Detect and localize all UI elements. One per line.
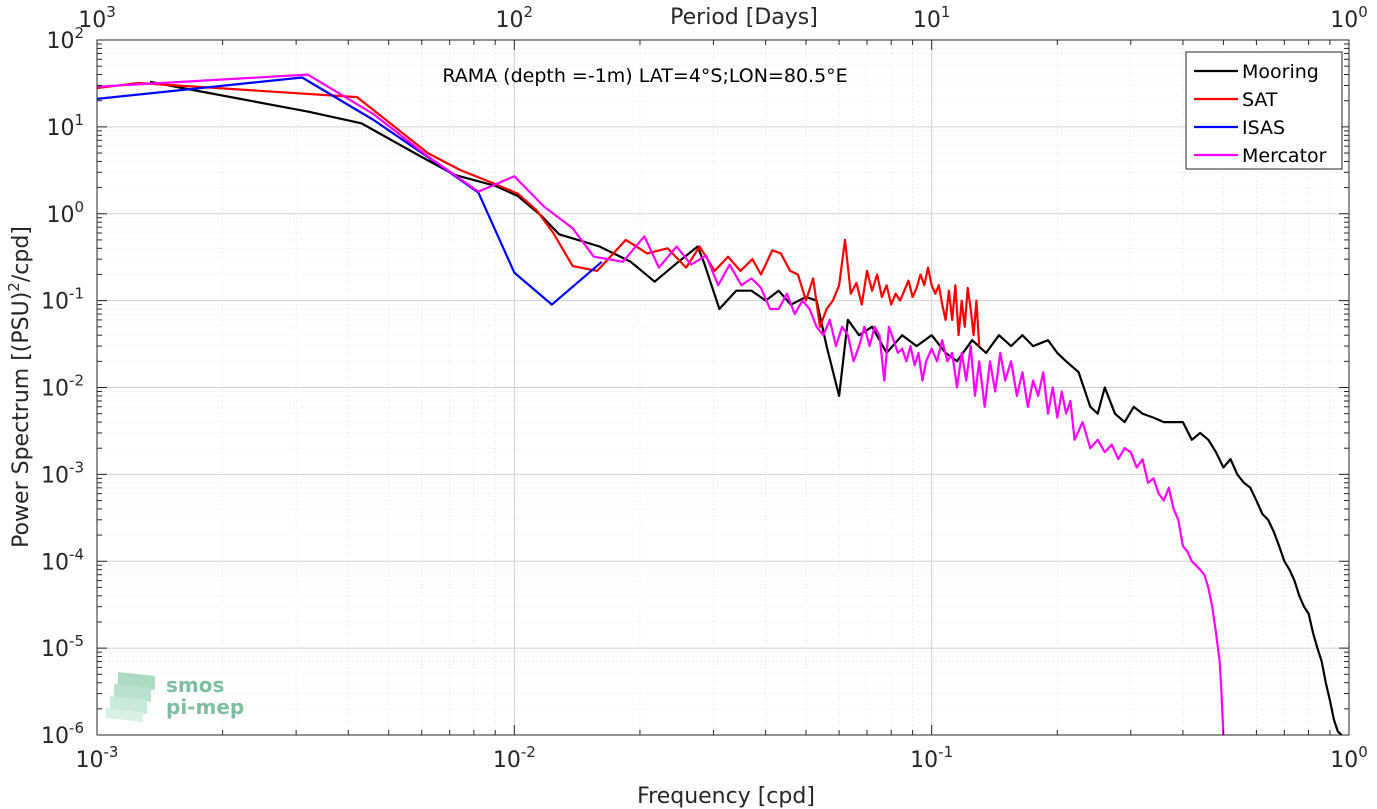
series-line-mooring bbox=[149, 80, 1343, 736]
series-line-sat bbox=[96, 81, 981, 347]
x2-tick-label: 102 bbox=[496, 3, 534, 33]
y-axis-title: Power Spectrum [(PSU)2/cpd] bbox=[5, 226, 34, 548]
y-tick-label: 10-5 bbox=[41, 632, 84, 662]
smos-pi-mep-logo: smos pi-mep bbox=[106, 672, 244, 722]
x2-axis-title: Period [Days] bbox=[670, 5, 818, 30]
series-line-mercator bbox=[96, 73, 1225, 736]
x2-tick-label: 103 bbox=[78, 3, 116, 33]
legend-label-mercator: Mercator bbox=[1242, 145, 1327, 167]
y-tick-label: 10-6 bbox=[41, 719, 84, 749]
legend: Mooring SAT ISAS Mercator bbox=[1185, 51, 1343, 170]
minor-grid bbox=[97, 40, 1349, 735]
legend-label-isas: ISAS bbox=[1242, 117, 1285, 139]
x-tick-label: 100 bbox=[1330, 743, 1368, 773]
x-tick-label: 10-1 bbox=[910, 743, 953, 773]
x-tick-label: 10-3 bbox=[76, 743, 119, 773]
x-tick-label: 10-2 bbox=[493, 743, 536, 773]
y-tick-label: 100 bbox=[46, 198, 84, 228]
chart-title: RAMA (depth =-1m) LAT=4°S;LON=80.5°E bbox=[442, 65, 847, 87]
y-tick-label: 10-3 bbox=[41, 458, 84, 488]
series-layer bbox=[96, 73, 1343, 736]
y-tick-label: 10-2 bbox=[41, 372, 84, 402]
tick-marks bbox=[96, 39, 1350, 736]
logo-mark bbox=[106, 672, 155, 722]
y-tick-label: 101 bbox=[46, 111, 84, 141]
legend-label-mooring: Mooring bbox=[1242, 61, 1319, 83]
x2-tick-label: 100 bbox=[1330, 3, 1368, 33]
x2-tick-label: 101 bbox=[913, 3, 951, 33]
x-axis-title: Frequency [cpd] bbox=[637, 784, 815, 809]
legend-label-sat: SAT bbox=[1242, 89, 1278, 111]
logo-text-line1: smos bbox=[166, 673, 224, 697]
y-tick-label: 10-4 bbox=[41, 545, 84, 575]
y-tick-label: 102 bbox=[46, 24, 84, 54]
logo-text-line2: pi-mep bbox=[166, 695, 244, 719]
y-tick-label: 10-1 bbox=[41, 285, 84, 315]
